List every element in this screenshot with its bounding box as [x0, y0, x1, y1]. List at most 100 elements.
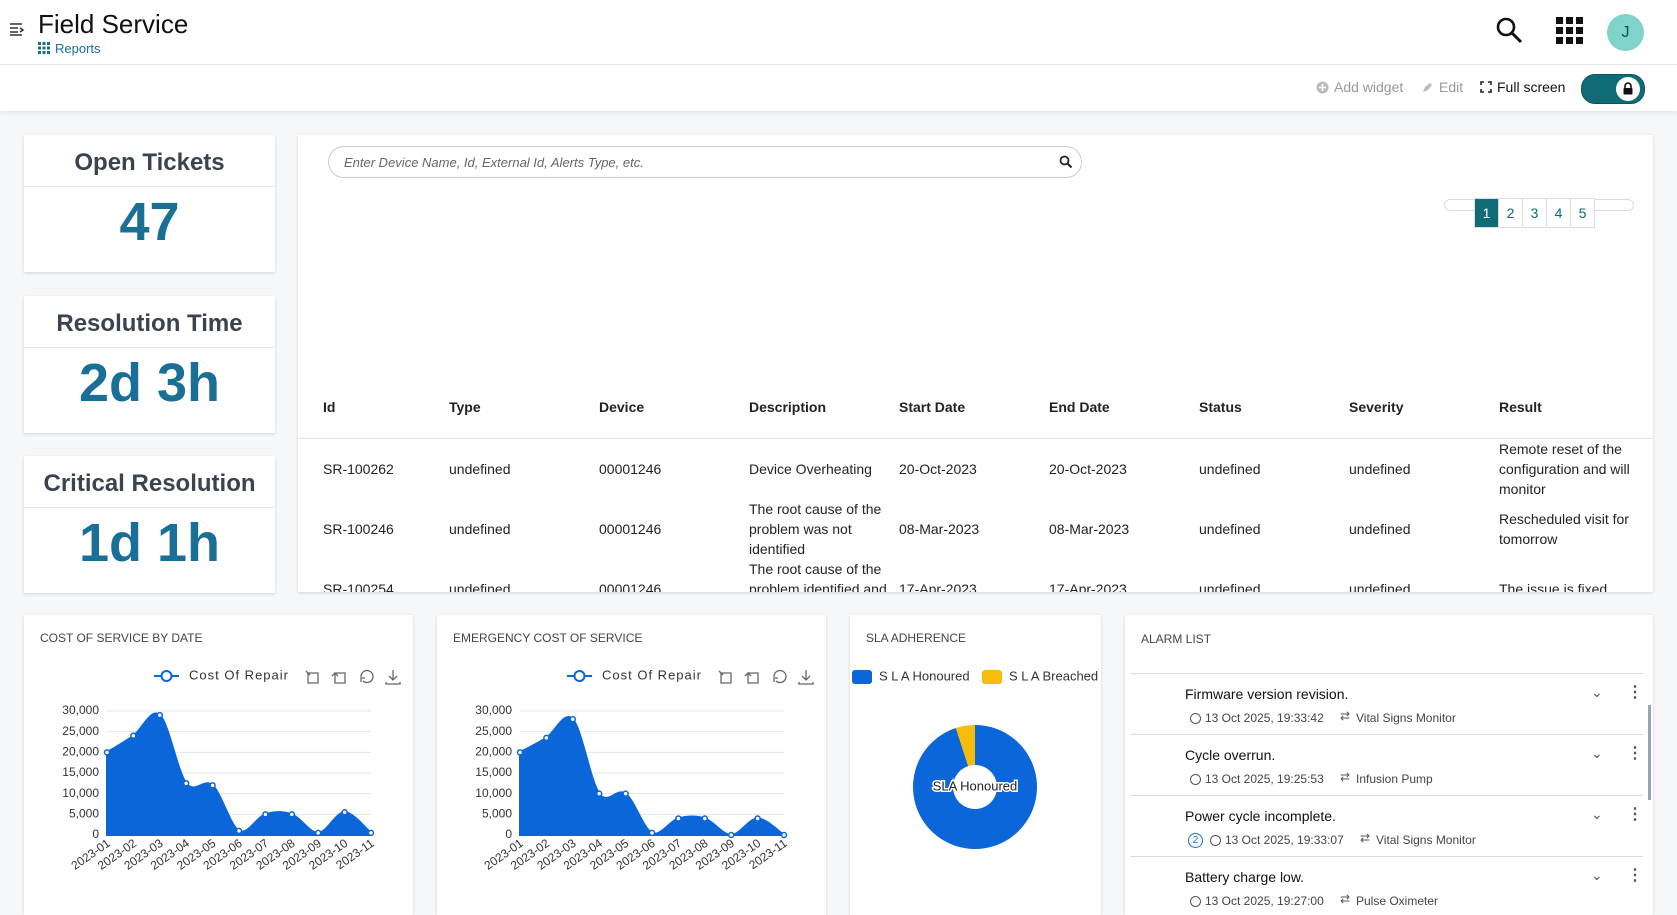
column-header: Status	[1199, 376, 1349, 439]
legend-label[interactable]: S L A Honoured	[879, 668, 970, 683]
alarm-title: Power cycle incomplete.	[1185, 808, 1336, 824]
column-header: Device	[599, 376, 749, 439]
divider	[24, 507, 275, 508]
add-icon	[1316, 81, 1329, 94]
table-cell: SR-100246	[323, 499, 449, 559]
search-icon[interactable]	[1059, 155, 1073, 169]
page-button[interactable]: 3	[1522, 198, 1547, 228]
point	[755, 816, 760, 821]
column-header: Type	[449, 376, 599, 439]
legend-label[interactable]: Cost Of Repair	[189, 667, 289, 682]
alarm-title: Cycle overrun.	[1185, 747, 1275, 763]
edit[interactable]: Edit	[1439, 79, 1463, 95]
point	[369, 830, 374, 835]
full-screen[interactable]: Full screen	[1497, 79, 1565, 95]
kpi-value: 2d 3h	[24, 352, 275, 414]
search-icon[interactable]	[1495, 16, 1523, 44]
toolbox-icon[interactable]	[745, 673, 758, 683]
table-row[interactable]: SR-100262undefined00001246Device Overhea…	[298, 439, 1653, 500]
expand-icon[interactable]: ⌄	[1591, 867, 1603, 884]
y-tick-label: 15,000	[475, 765, 512, 779]
toolbox-icon[interactable]	[799, 670, 813, 684]
more-icon[interactable]: ⋮	[1627, 865, 1643, 885]
legend-label[interactable]: S L A Breached	[1009, 668, 1098, 683]
alarm-device: Pulse Oximeter	[1356, 894, 1438, 908]
alarm-time: 13 Oct 2025, 19:33:07	[1225, 833, 1344, 847]
toolbox-glyph	[332, 673, 345, 683]
menu-icon[interactable]	[9, 22, 25, 36]
table-cell: 00001246	[599, 499, 749, 559]
alarm-item[interactable]: Firmware version revision.13 Oct 2025, 1…	[1130, 673, 1643, 734]
point	[289, 812, 294, 817]
more-icon[interactable]: ⋮	[1627, 682, 1643, 702]
kpi-card: Resolution Time 2d 3h	[24, 296, 275, 433]
alarm-device: Vital Signs Monitor	[1376, 833, 1476, 847]
page-button[interactable]: 1	[1474, 198, 1499, 228]
lock-toggle[interactable]	[1581, 74, 1645, 104]
point	[623, 791, 628, 796]
y-tick-label: 25,000	[475, 724, 512, 738]
alarm-title: Battery charge low.	[1185, 869, 1304, 885]
alarm-time: 13 Oct 2025, 19:27:00	[1205, 894, 1324, 908]
expand-icon[interactable]: ⌄	[1591, 684, 1603, 701]
point	[702, 816, 707, 821]
toolbox-icon[interactable]	[386, 670, 400, 684]
kpi-label: Resolution Time	[24, 310, 275, 338]
column-header: Id	[323, 376, 449, 439]
table-cell: undefined	[1199, 559, 1349, 592]
legend-swatch	[852, 670, 872, 684]
table-cell: 08-Mar-2023	[1049, 499, 1199, 559]
edit-icon	[1422, 82, 1433, 93]
kpi-label: Open Tickets	[24, 149, 275, 177]
more-icon[interactable]: ⋮	[1627, 804, 1643, 824]
y-tick-label: 25,000	[62, 724, 99, 738]
toolbox-icon[interactable]	[774, 671, 786, 683]
toolbox-icon[interactable]	[361, 671, 373, 683]
table-cell: 20-Oct-2023	[899, 439, 1049, 500]
chart: SLA ADHERENCES L A HonouredS L A Breache…	[850, 615, 1101, 915]
alarm-card: ALARM LIST Firmware version revision.13 …	[1125, 615, 1653, 915]
app-title: Field Service	[38, 9, 188, 40]
chart: COST OF SERVICE BY DATE05,00010,00015,00…	[24, 615, 413, 915]
page-button[interactable]: 5	[1570, 198, 1595, 228]
table-cell: undefined	[1349, 439, 1499, 500]
column-header: Description	[749, 376, 899, 439]
legend-label[interactable]: Cost Of Repair	[602, 667, 702, 682]
toolbox-icon[interactable]	[719, 671, 731, 683]
search-box[interactable]: Enter Device Name, Id, External Id, Aler…	[328, 146, 1082, 178]
table-cell: undefined	[449, 559, 599, 592]
expand-icon[interactable]: ⌄	[1591, 806, 1603, 823]
toolbox-glyph	[745, 673, 758, 683]
table-row[interactable]: SR-100246undefined00001246The root cause…	[298, 499, 1653, 559]
kpi-value: 47	[24, 191, 275, 253]
scrollbar[interactable]	[1648, 705, 1651, 800]
toolbox-icon[interactable]	[332, 673, 345, 683]
apps-icon[interactable]	[1556, 17, 1584, 45]
page-button[interactable]: 2	[1498, 198, 1523, 228]
point	[676, 816, 681, 821]
toolbox-icon[interactable]	[306, 671, 318, 683]
breadcrumb[interactable]: Reports	[55, 41, 101, 56]
toolbar: Add widget Edit Full screen	[0, 65, 1677, 111]
alarm-item[interactable]: Cycle overrun.13 Oct 2025, 19:25:53⇄Infu…	[1130, 734, 1643, 795]
point	[263, 812, 268, 817]
kpi-card: Critical Resolution1d 1h	[24, 456, 275, 593]
alarm-time: 13 Oct 2025, 19:33:42	[1205, 711, 1324, 725]
point	[184, 781, 189, 786]
table-cell: undefined	[449, 499, 599, 559]
expand-icon[interactable]: ⌄	[1591, 745, 1603, 762]
y-tick-label: 0	[505, 827, 512, 841]
table-row[interactable]: SR-100254undefined00001246The root cause…	[298, 559, 1653, 592]
y-tick-label: 10,000	[475, 786, 512, 800]
add-widget[interactable]: Add widget	[1334, 79, 1403, 95]
point	[729, 833, 734, 838]
search-placeholder: Enter Device Name, Id, External Id, Aler…	[344, 155, 644, 170]
reports-icon	[38, 42, 50, 54]
alarm-item[interactable]: Power cycle incomplete.213 Oct 2025, 19:…	[1130, 795, 1643, 856]
more-icon[interactable]: ⋮	[1627, 743, 1643, 763]
alarm-device: Infusion Pump	[1356, 772, 1433, 786]
avatar[interactable]: J	[1607, 14, 1644, 51]
alarm-item[interactable]: Battery charge low. 13 Oct 2025, 19:27:00…	[1130, 856, 1643, 915]
page-button[interactable]: 4	[1546, 198, 1571, 228]
